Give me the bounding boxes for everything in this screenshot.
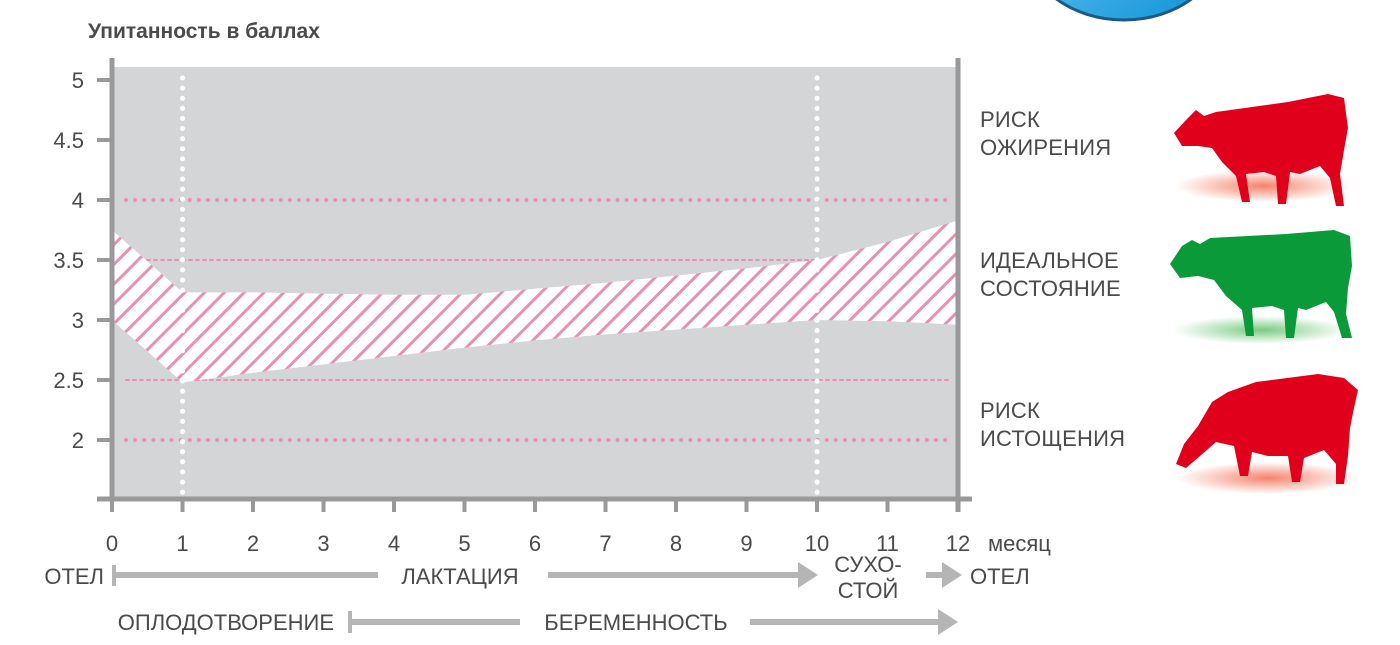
x-tick-label-7: 7 xyxy=(599,531,611,556)
y-ticks: 5 4.5 4 3.5 3 2.5 2 xyxy=(53,68,112,453)
y-tick-label-0: 5 xyxy=(72,68,84,93)
cow-icon-green xyxy=(1170,230,1352,344)
y-tick-label-1: 4.5 xyxy=(53,128,84,153)
y-tick-label-6: 2 xyxy=(72,428,84,453)
x-tick-label-8: 8 xyxy=(670,531,682,556)
x-tick-label-1: 1 xyxy=(176,531,188,556)
x-tick-label-9: 9 xyxy=(740,531,752,556)
phase-label-calving-end: ОТЕЛ xyxy=(970,564,1030,589)
risk-label-exhaustion-line2: ИСТОЩЕНИЯ xyxy=(980,426,1126,451)
x-tick-label-4: 4 xyxy=(388,531,400,556)
risk-label-ideal: ИДЕАЛЬНОЕ СОСТОЯНИЕ xyxy=(980,247,1121,303)
x-tick-label-0: 0 xyxy=(106,531,118,556)
phase-label-dry-line2: СТОЙ xyxy=(838,578,899,603)
risk-label-ideal-line1: ИДЕАЛЬНОЕ xyxy=(980,248,1119,273)
phase-label-pregnancy: БЕРЕМЕННОСТЬ xyxy=(544,610,727,635)
decorative-blue-circle xyxy=(1055,0,1193,22)
x-tick-label-6: 6 xyxy=(529,531,541,556)
dry-arrow-head xyxy=(942,562,962,588)
phase-label-dry-line1: СУХО- xyxy=(834,552,902,577)
vertical-markers xyxy=(180,75,820,497)
y-tick-label-4: 3 xyxy=(72,308,84,333)
phase-label-lactation: ЛАКТАЦИЯ xyxy=(401,564,518,589)
x-tick-label-2: 2 xyxy=(247,531,259,556)
risk-label-obesity: РИСК ОЖИРЕНИЯ xyxy=(980,106,1111,162)
y-tick-label-2: 4 xyxy=(72,188,84,213)
x-tick-label-12: 12 xyxy=(946,531,970,556)
risk-label-exhaustion-line1: РИСК xyxy=(980,398,1040,423)
x-tick-label-10: 10 xyxy=(805,531,829,556)
reference-lines xyxy=(124,198,950,442)
optimal-condition-band xyxy=(112,220,958,383)
phase-label-insemination: ОПЛОДОТВОРЕНИЕ xyxy=(118,610,334,635)
y-tick-label-3: 3.5 xyxy=(53,248,84,273)
lactation-arrow-head xyxy=(798,562,818,588)
phase-label-calving-start: ОТЕЛ xyxy=(44,564,104,589)
risk-label-obesity-line2: ОЖИРЕНИЯ xyxy=(980,135,1112,160)
chart-title: Упитанность в баллах xyxy=(88,20,320,43)
x-ticks: 0 1 2 3 4 5 6 7 8 9 10 11 12 xyxy=(106,499,970,556)
cow-grazing-icon-red xyxy=(1176,374,1358,494)
x-tick-label-3: 3 xyxy=(317,531,329,556)
cow-icon-red xyxy=(1174,94,1351,206)
risk-label-exhaustion: РИСК ИСТОЩЕНИЯ xyxy=(980,397,1125,453)
risk-label-ideal-line2: СОСТОЯНИЕ xyxy=(980,276,1121,301)
y-tick-label-5: 2.5 xyxy=(53,368,84,393)
x-axis-label: месяц xyxy=(988,531,1051,556)
pregnancy-arrow-head xyxy=(938,609,958,635)
x-tick-label-5: 5 xyxy=(458,531,470,556)
phase-row-pregnancy: ОПЛОДОТВОРЕНИЕ БЕРЕМЕННОСТЬ xyxy=(118,609,958,635)
x-tick-label-11: 11 xyxy=(876,531,899,556)
risk-label-obesity-line1: РИСК xyxy=(980,107,1040,132)
phase-row-lactation: ОТЕЛ ЛАКТАЦИЯ СУХО- СТОЙ ОТЕЛ xyxy=(44,552,1029,603)
